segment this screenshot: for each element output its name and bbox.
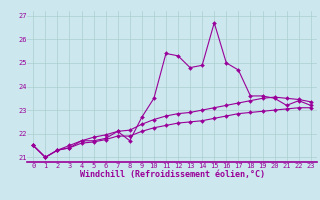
X-axis label: Windchill (Refroidissement éolien,°C): Windchill (Refroidissement éolien,°C)	[79, 170, 265, 179]
